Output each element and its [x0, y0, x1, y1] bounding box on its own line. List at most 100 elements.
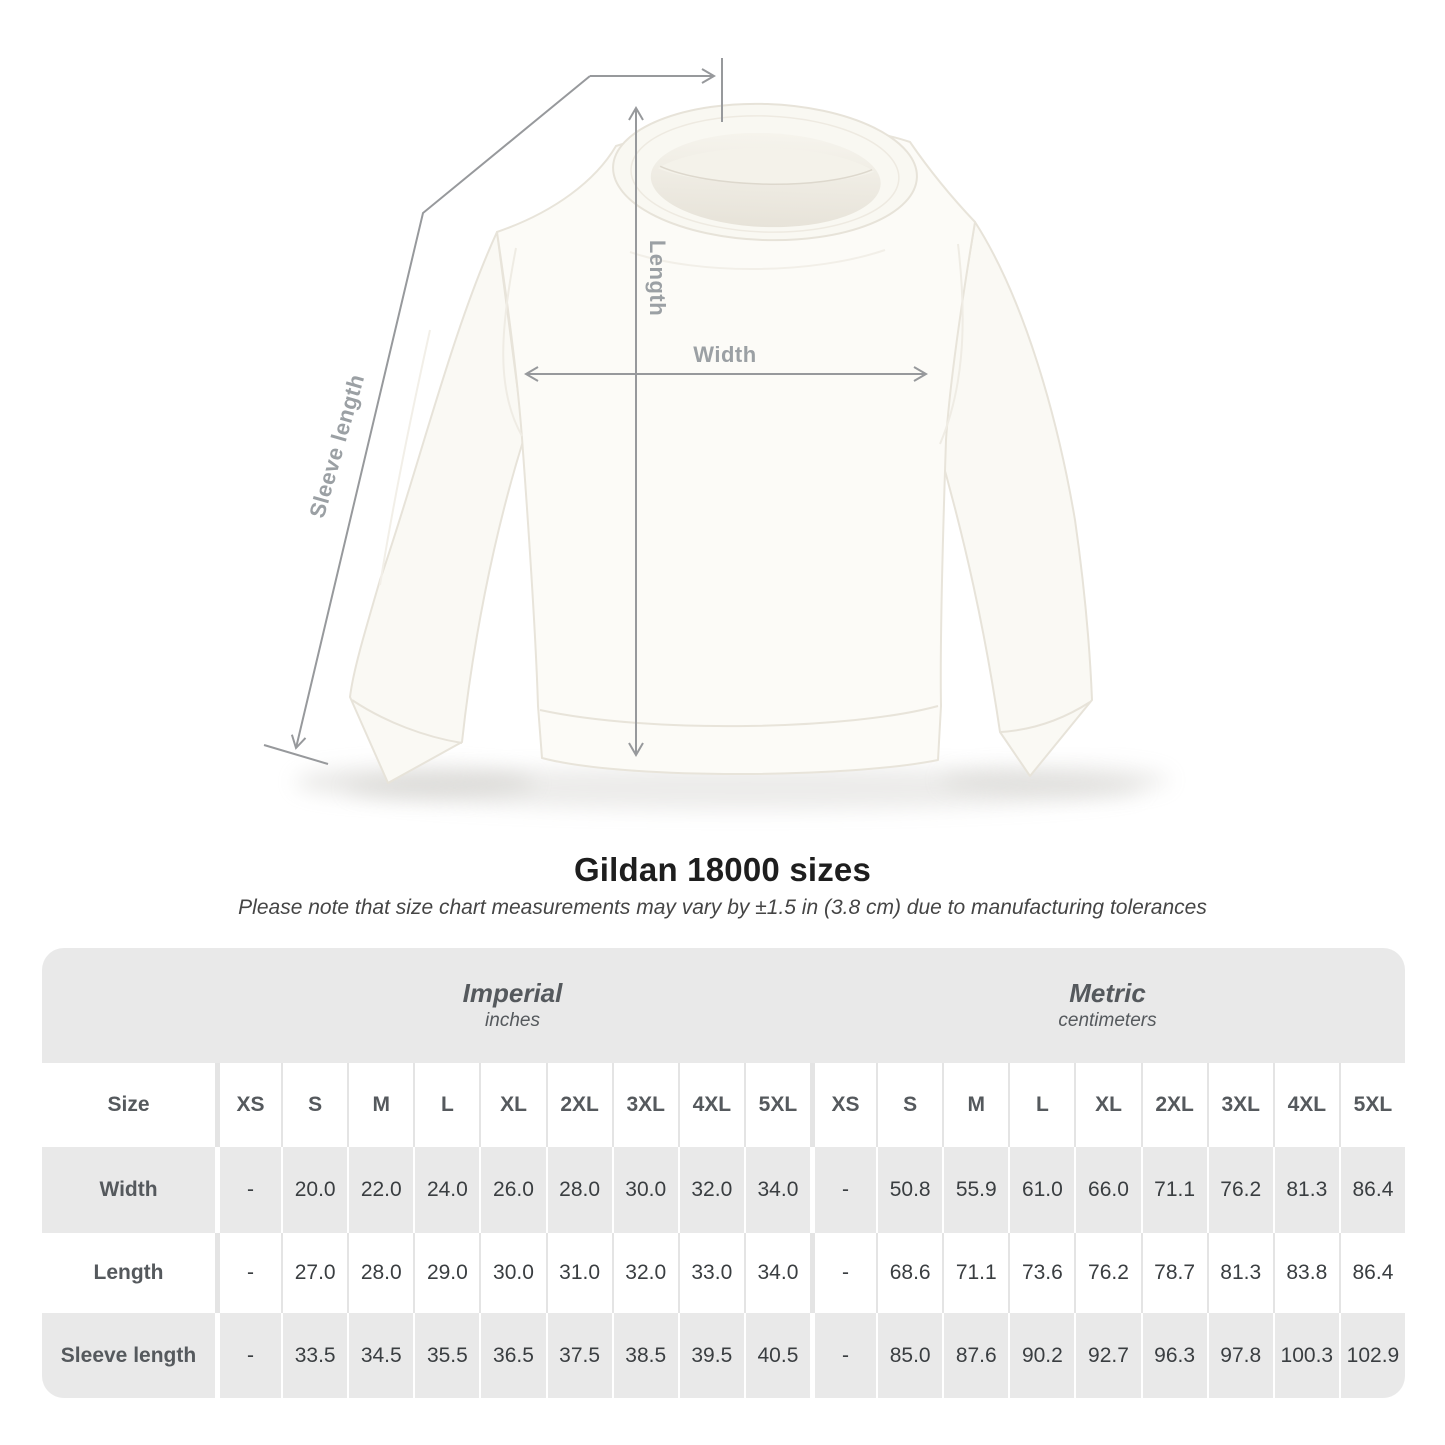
table-cell: 26.0 [479, 1147, 545, 1233]
table-cell: 29.0 [413, 1233, 479, 1313]
collar [612, 102, 918, 242]
table-cell: 4XL [1272, 1063, 1339, 1147]
table-cell: 71.1 [1140, 1147, 1207, 1233]
table-cell: 36.5 [479, 1313, 545, 1398]
table-cell: 24.0 [413, 1147, 479, 1233]
table-cell: 38.5 [611, 1313, 678, 1398]
width-measure-label: Width [693, 342, 756, 367]
table-cell: 27.0 [281, 1233, 347, 1313]
table-cell: 90.2 [1008, 1313, 1074, 1398]
table-cell: 81.3 [1206, 1233, 1273, 1313]
sleeve-fold [379, 329, 431, 586]
table-cell: 85.0 [876, 1313, 942, 1398]
table-cell: 28.0 [545, 1147, 612, 1233]
measurement-lines [263, 58, 928, 765]
table-cell: 92.7 [1074, 1313, 1140, 1398]
table-cell: 2XL [1140, 1063, 1207, 1147]
arrowhead-right [701, 68, 716, 84]
table-cell: XS [810, 1063, 876, 1147]
sleeve-end-tick [263, 744, 329, 765]
table-cell: 100.3 [1272, 1313, 1339, 1398]
table-cell: 66.0 [1074, 1147, 1140, 1233]
table-cell: 40.5 [743, 1313, 810, 1398]
table-cell: 33.0 [677, 1233, 744, 1313]
size-header-label: Size [107, 1093, 150, 1116]
table-cell: 39.5 [677, 1313, 744, 1398]
table-cell: 5XL [743, 1063, 810, 1147]
band-spacer [42, 948, 215, 1063]
sleeve-length-row: Sleeve length -33.5 34.5 35.5 36.5 37.5 38.5 3… [42, 1313, 1405, 1398]
width-row: Width -20.0 22.0 24.0 26.0 28.0 30.0 32.0 34.0-… [42, 1147, 1405, 1233]
size-table: Imperial inches Metric centimeters Size … [42, 948, 1405, 1398]
table-cell: 30.0 [479, 1233, 545, 1313]
table-cell: L [413, 1063, 479, 1147]
waistband-seam [539, 705, 939, 728]
table-cell: 86.4 [1338, 1147, 1405, 1233]
sweatshirt-illustration [349, 102, 1093, 784]
table-cell: 68.6 [876, 1233, 942, 1313]
table-cell: 83.8 [1272, 1233, 1339, 1313]
table-cell: 76.2 [1074, 1233, 1140, 1313]
unit-header-band: Imperial inches Metric centimeters [42, 948, 1405, 1063]
table-cell: 28.0 [347, 1233, 413, 1313]
table-cell: 33.5 [281, 1313, 347, 1398]
table-cell: - [215, 1233, 281, 1313]
table-cell: 37.5 [545, 1313, 612, 1398]
table-cell: XL [479, 1063, 545, 1147]
table-cell: 73.6 [1008, 1233, 1074, 1313]
table-cell: 3XL [611, 1063, 678, 1147]
size-header-row: Size XS S M L XL 2XL 3XL 4XL 5XL XS S M L XL 2XL 3XL 4XL… [42, 1063, 1405, 1147]
garment-shadow [295, 765, 1170, 810]
table-cell: 102.9 [1338, 1313, 1405, 1398]
table-cell: 50.8 [876, 1147, 942, 1233]
table-cell: 32.0 [611, 1233, 678, 1313]
sweatshirt-measurement-diagram: Width Length Sleeve length [263, 58, 1170, 810]
table-cell: 3XL [1206, 1063, 1273, 1147]
right-cuff-seam [1000, 701, 1091, 733]
arrowhead-right2 [913, 366, 928, 382]
table-cell: 34.5 [347, 1313, 413, 1398]
arrowhead-up [628, 106, 644, 121]
table-cell: - [810, 1233, 876, 1313]
table-cell: XS [215, 1063, 281, 1147]
chest-fold [629, 249, 886, 271]
sleeve-length-measure-label: Sleeve length [304, 371, 369, 520]
table-cell: 22.0 [347, 1147, 413, 1233]
metric-unit-label: centimeters [1058, 1010, 1157, 1032]
table-cell: 34.0 [743, 1147, 810, 1233]
arrowhead-down [628, 742, 644, 757]
length-row-label: Length [93, 1261, 164, 1284]
tolerance-note: Please note that size chart measurements… [238, 896, 1207, 919]
table-cell: 32.0 [677, 1147, 744, 1233]
left-sleeve [349, 231, 525, 784]
right-armhole-seam [939, 243, 964, 445]
table-cell: - [810, 1313, 876, 1398]
table-cell: XL [1074, 1063, 1140, 1147]
table-cell: - [215, 1147, 281, 1233]
table-cell: S [281, 1063, 347, 1147]
table-cell: - [215, 1313, 281, 1398]
table-cell: 30.0 [611, 1147, 678, 1233]
imperial-header: Imperial inches [215, 948, 810, 1063]
table-cell: 55.9 [942, 1147, 1008, 1233]
left-cuff-seam [351, 699, 463, 744]
width-row-label: Width [99, 1178, 158, 1201]
table-cell: 96.3 [1140, 1313, 1207, 1398]
table-cell: 4XL [677, 1063, 744, 1147]
table-cell: - [810, 1147, 876, 1233]
length-row: Length -27.0 28.0 29.0 30.0 31.0 32.0 33.0 34.0… [42, 1233, 1405, 1313]
table-cell: 76.2 [1206, 1147, 1273, 1233]
table-cell: 78.7 [1140, 1233, 1207, 1313]
table-cell: 61.0 [1008, 1147, 1074, 1233]
table-cell: 34.0 [743, 1233, 810, 1313]
table-cell: S [876, 1063, 942, 1147]
table-cell: 20.0 [281, 1147, 347, 1233]
table-cell: 2XL [545, 1063, 612, 1147]
metric-header: Metric centimeters [810, 948, 1405, 1063]
table-cell: 5XL [1338, 1063, 1405, 1147]
table-cell: 87.6 [942, 1313, 1008, 1398]
table-cell: 35.5 [413, 1313, 479, 1398]
table-cell: M [347, 1063, 413, 1147]
right-sleeve [937, 221, 1093, 777]
